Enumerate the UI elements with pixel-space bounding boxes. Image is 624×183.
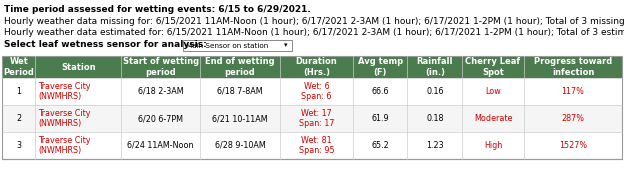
Text: 117%: 117% (562, 87, 585, 96)
Text: Duration
(Hrs.): Duration (Hrs.) (296, 57, 337, 77)
Text: Moderate: Moderate (474, 114, 512, 123)
Text: Hourly weather data missing for: 6/15/2021 11AM-Noon (1 hour); 6/17/2021 2-3AM (: Hourly weather data missing for: 6/15/20… (4, 17, 624, 26)
Text: 65.2: 65.2 (371, 141, 389, 150)
Text: Low: Low (485, 87, 501, 96)
Text: 6/28 9-10AM: 6/28 9-10AM (215, 141, 265, 150)
Text: Wet: 17
Span: 17: Wet: 17 Span: 17 (299, 109, 334, 128)
Bar (2, 132, 622, 159)
Text: 1527%: 1527% (559, 141, 587, 150)
Text: Avg temp
(F): Avg temp (F) (358, 57, 402, 77)
Text: Progress toward
infection: Progress toward infection (534, 57, 612, 77)
Text: 0.18: 0.18 (426, 114, 444, 123)
Text: 61.9: 61.9 (371, 114, 389, 123)
Text: Hourly weather data estimated for: 6/15/2021 11AM-Noon (1 hour); 6/17/2021 2-3AM: Hourly weather data estimated for: 6/15/… (4, 28, 624, 37)
Text: 6/18 7-8AM: 6/18 7-8AM (217, 87, 263, 96)
Text: Station: Station (61, 63, 95, 72)
Text: 3: 3 (16, 141, 21, 150)
Text: 6/21 10-11AM: 6/21 10-11AM (212, 114, 268, 123)
Text: Start of wetting
period: Start of wetting period (123, 57, 199, 77)
Text: High: High (484, 141, 502, 150)
Text: Rainfall
(in.): Rainfall (in.) (416, 57, 453, 77)
Text: Traverse City
(NWMHRS): Traverse City (NWMHRS) (39, 136, 91, 155)
Text: 1.23: 1.23 (426, 141, 444, 150)
Text: 1: 1 (16, 87, 21, 96)
Text: 6/18 2-3AM: 6/18 2-3AM (138, 87, 183, 96)
Text: Cherry Leaf
Spot: Cherry Leaf Spot (466, 57, 520, 77)
Text: 2: 2 (16, 114, 21, 123)
Text: 287%: 287% (562, 114, 585, 123)
Text: 66.6: 66.6 (371, 87, 389, 96)
Text: 0.16: 0.16 (426, 87, 444, 96)
Bar (2, 78, 622, 105)
Text: End of wetting
period: End of wetting period (205, 57, 275, 77)
Bar (2, 105, 622, 132)
Text: Time period assessed for wetting events: 6/15 to 6/29/2021.: Time period assessed for wetting events:… (4, 5, 311, 14)
Text: 6/24 11AM-Noon: 6/24 11AM-Noon (127, 141, 194, 150)
Text: Traverse City
(NWMHRS): Traverse City (NWMHRS) (39, 109, 91, 128)
Text: Wet: 6
Span: 6: Wet: 6 Span: 6 (301, 82, 331, 101)
Bar (2, 56, 622, 159)
Text: Select leaf wetness sensor for analysis:: Select leaf wetness sensor for analysis: (4, 40, 207, 49)
Text: Traverse City
(NWMHRS): Traverse City (NWMHRS) (39, 82, 91, 101)
Text: ▾: ▾ (283, 42, 287, 48)
Text: Main Sensor on station: Main Sensor on station (186, 42, 268, 48)
Text: 6/20 6-7PM: 6/20 6-7PM (139, 114, 183, 123)
Bar (183, 40, 292, 51)
Text: Wet: 81
Span: 95: Wet: 81 Span: 95 (298, 136, 334, 155)
Bar (2, 56, 622, 78)
Text: Wet
Period: Wet Period (3, 57, 34, 77)
